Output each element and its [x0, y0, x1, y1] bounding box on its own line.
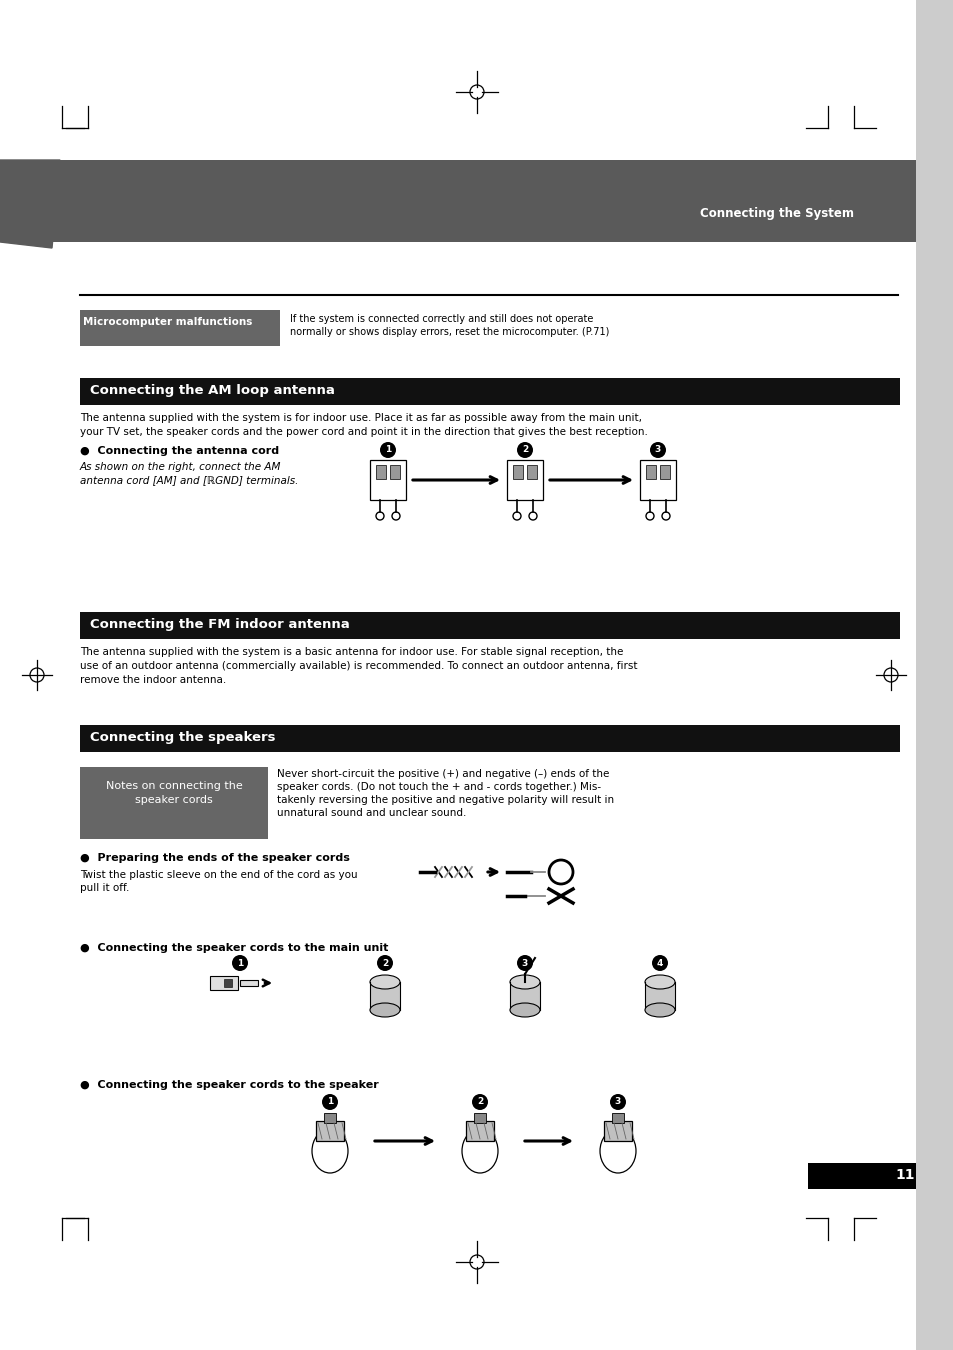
- Bar: [224, 979, 232, 987]
- Text: pull it off.: pull it off.: [80, 883, 130, 892]
- Text: Notes on connecting the: Notes on connecting the: [106, 782, 242, 791]
- Text: Connecting the FM indoor antenna: Connecting the FM indoor antenna: [90, 618, 350, 630]
- Bar: [80, 725, 899, 752]
- Bar: [612, 1112, 623, 1123]
- Bar: [210, 976, 237, 990]
- Text: speaker cords: speaker cords: [135, 795, 213, 805]
- Text: Microcomputer malfunctions: Microcomputer malfunctions: [83, 317, 253, 327]
- Bar: [915, 0, 953, 1350]
- Text: 1: 1: [327, 1098, 333, 1107]
- Circle shape: [379, 441, 395, 458]
- Bar: [315, 1120, 344, 1141]
- Ellipse shape: [510, 975, 539, 990]
- Bar: [80, 310, 280, 346]
- Ellipse shape: [510, 1003, 539, 1017]
- Circle shape: [322, 1094, 337, 1110]
- Bar: [639, 460, 676, 500]
- Ellipse shape: [599, 1129, 636, 1173]
- Text: ●  Connecting the speaker cords to the speaker: ● Connecting the speaker cords to the sp…: [80, 1080, 378, 1089]
- Bar: [644, 981, 675, 1010]
- Bar: [513, 464, 522, 479]
- Bar: [80, 612, 899, 639]
- Text: 11: 11: [894, 1168, 914, 1183]
- Bar: [474, 1112, 485, 1123]
- Circle shape: [651, 954, 667, 971]
- Bar: [603, 1120, 631, 1141]
- Bar: [80, 378, 899, 405]
- Text: Connecting the System: Connecting the System: [700, 207, 853, 220]
- Bar: [370, 460, 406, 500]
- Bar: [0, 161, 915, 242]
- Text: As shown on the right, connect the AM: As shown on the right, connect the AM: [80, 462, 281, 472]
- Circle shape: [376, 954, 393, 971]
- Ellipse shape: [461, 1129, 497, 1173]
- Text: 4: 4: [656, 958, 662, 968]
- Ellipse shape: [370, 1003, 399, 1017]
- Text: ●  Connecting the antenna cord: ● Connecting the antenna cord: [80, 446, 279, 456]
- Text: takenly reversing the positive and negative polarity will result in: takenly reversing the positive and negat…: [276, 795, 614, 805]
- Bar: [659, 464, 669, 479]
- Ellipse shape: [370, 975, 399, 990]
- Bar: [465, 1120, 494, 1141]
- Text: speaker cords. (Do not touch the + and - cords together.) Mis-: speaker cords. (Do not touch the + and -…: [276, 782, 600, 792]
- Bar: [526, 464, 537, 479]
- Text: 1: 1: [384, 446, 391, 455]
- Text: Connecting the AM loop antenna: Connecting the AM loop antenna: [90, 383, 335, 397]
- Bar: [240, 980, 257, 986]
- Text: use of an outdoor antenna (commercially available) is recommended. To connect an: use of an outdoor antenna (commercially …: [80, 662, 637, 671]
- Text: Never short-circuit the positive (+) and negative (–) ends of the: Never short-circuit the positive (+) and…: [276, 769, 609, 779]
- Text: 2: 2: [521, 446, 528, 455]
- Bar: [807, 1162, 915, 1189]
- Ellipse shape: [312, 1129, 348, 1173]
- Text: Twist the plastic sleeve on the end of the cord as you: Twist the plastic sleeve on the end of t…: [80, 869, 357, 880]
- Text: antenna cord [AM] and [ℝGND] terminals.: antenna cord [AM] and [ℝGND] terminals.: [80, 475, 298, 485]
- Bar: [506, 460, 542, 500]
- Text: ●  Connecting the speaker cords to the main unit: ● Connecting the speaker cords to the ma…: [80, 944, 388, 953]
- Circle shape: [517, 954, 533, 971]
- Bar: [510, 981, 539, 1010]
- Bar: [324, 1112, 335, 1123]
- Ellipse shape: [644, 975, 675, 990]
- Bar: [375, 464, 386, 479]
- Text: 3: 3: [654, 446, 660, 455]
- Text: The antenna supplied with the system is for indoor use. Place it as far as possi: The antenna supplied with the system is …: [80, 413, 641, 423]
- Bar: [390, 464, 399, 479]
- Text: 3: 3: [521, 958, 528, 968]
- Text: English: English: [818, 1168, 855, 1179]
- Text: 3: 3: [615, 1098, 620, 1107]
- Circle shape: [517, 441, 533, 458]
- Text: your TV set, the speaker cords and the power cord and point it in the direction : your TV set, the speaker cords and the p…: [80, 427, 647, 437]
- Bar: [370, 981, 399, 1010]
- Text: 1: 1: [236, 958, 243, 968]
- Text: The antenna supplied with the system is a basic antenna for indoor use. For stab: The antenna supplied with the system is …: [80, 647, 622, 657]
- Circle shape: [472, 1094, 488, 1110]
- Ellipse shape: [644, 1003, 675, 1017]
- Circle shape: [609, 1094, 625, 1110]
- Text: 2: 2: [476, 1098, 482, 1107]
- Text: 2: 2: [381, 958, 388, 968]
- Circle shape: [232, 954, 248, 971]
- Text: normally or shows display errors, reset the microcomputer. (P.71): normally or shows display errors, reset …: [290, 327, 609, 338]
- Bar: [80, 767, 268, 838]
- Text: ●  Preparing the ends of the speaker cords: ● Preparing the ends of the speaker cord…: [80, 853, 350, 863]
- Text: remove the indoor antenna.: remove the indoor antenna.: [80, 675, 226, 684]
- Polygon shape: [0, 161, 60, 248]
- Text: Connecting the speakers: Connecting the speakers: [90, 730, 275, 744]
- Circle shape: [649, 441, 665, 458]
- Bar: [645, 464, 656, 479]
- Text: unnatural sound and unclear sound.: unnatural sound and unclear sound.: [276, 809, 466, 818]
- Text: If the system is connected correctly and still does not operate: If the system is connected correctly and…: [290, 315, 593, 324]
